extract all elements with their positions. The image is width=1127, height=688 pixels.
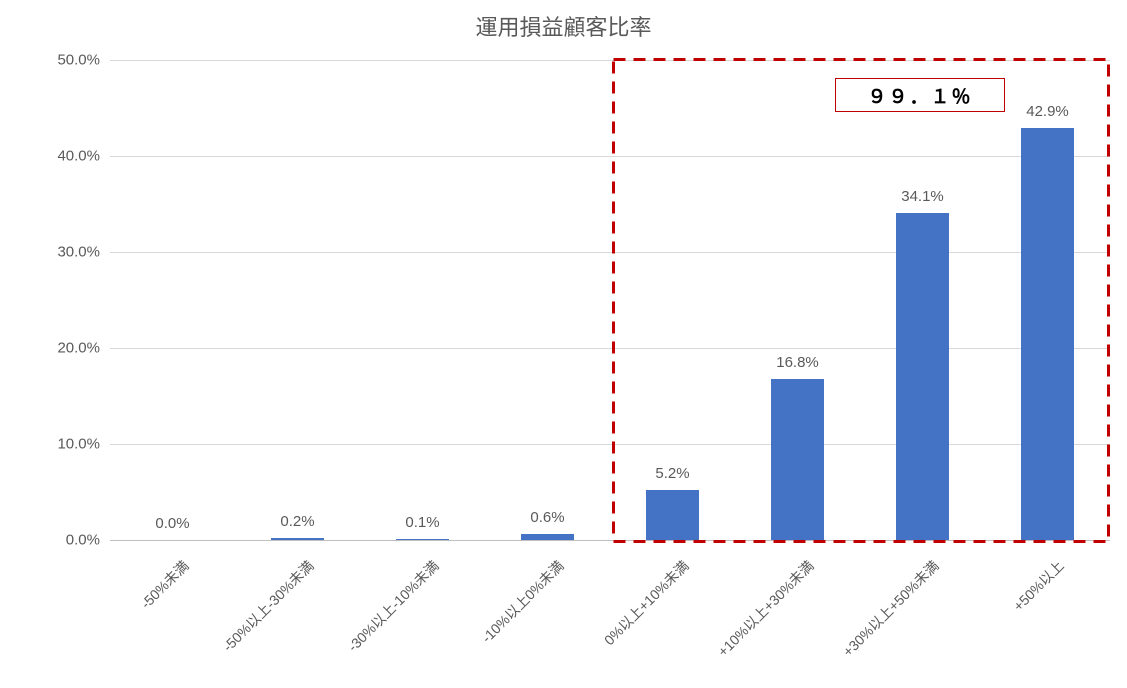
highlight-dashed-box bbox=[612, 58, 1110, 544]
x-tick-label: -30%以上-10%未満 bbox=[322, 556, 442, 676]
y-tick-label: 20.0% bbox=[20, 340, 100, 357]
bar bbox=[521, 534, 574, 540]
bar bbox=[271, 538, 324, 540]
x-tick-label: +50%以上 bbox=[947, 556, 1067, 676]
highlight-callout: ９９．１％ bbox=[835, 78, 1005, 112]
x-tick-label: -10%以上0%未満 bbox=[447, 556, 567, 676]
y-tick-label: 50.0% bbox=[20, 52, 100, 69]
x-tick-label: +10%以上+30%未満 bbox=[697, 556, 817, 676]
plot-area: 0.0%10.0%20.0%30.0%40.0%50.0%0.0%-50%未満0… bbox=[110, 60, 1110, 540]
x-tick-label: -50%以上-30%未満 bbox=[197, 556, 317, 676]
bar-value-label: 0.2% bbox=[280, 513, 314, 530]
y-tick-label: 30.0% bbox=[20, 244, 100, 261]
y-tick-label: 0.0% bbox=[20, 532, 100, 549]
chart-title: 運用損益顧客比率 bbox=[0, 10, 1127, 42]
x-tick-label: 0%以上+10%未満 bbox=[572, 556, 692, 676]
bar bbox=[396, 539, 449, 540]
bar-value-label: 0.1% bbox=[405, 514, 439, 531]
bar-value-label: 0.6% bbox=[530, 509, 564, 526]
y-tick-label: 10.0% bbox=[20, 436, 100, 453]
x-tick-label: +30%以上+50%未満 bbox=[822, 556, 942, 676]
y-tick-label: 40.0% bbox=[20, 148, 100, 165]
bar-value-label: 0.0% bbox=[155, 515, 189, 532]
chart-container: 運用損益顧客比率 0.0%10.0%20.0%30.0%40.0%50.0%0.… bbox=[0, 0, 1127, 688]
x-tick-label: -50%未満 bbox=[72, 556, 192, 676]
